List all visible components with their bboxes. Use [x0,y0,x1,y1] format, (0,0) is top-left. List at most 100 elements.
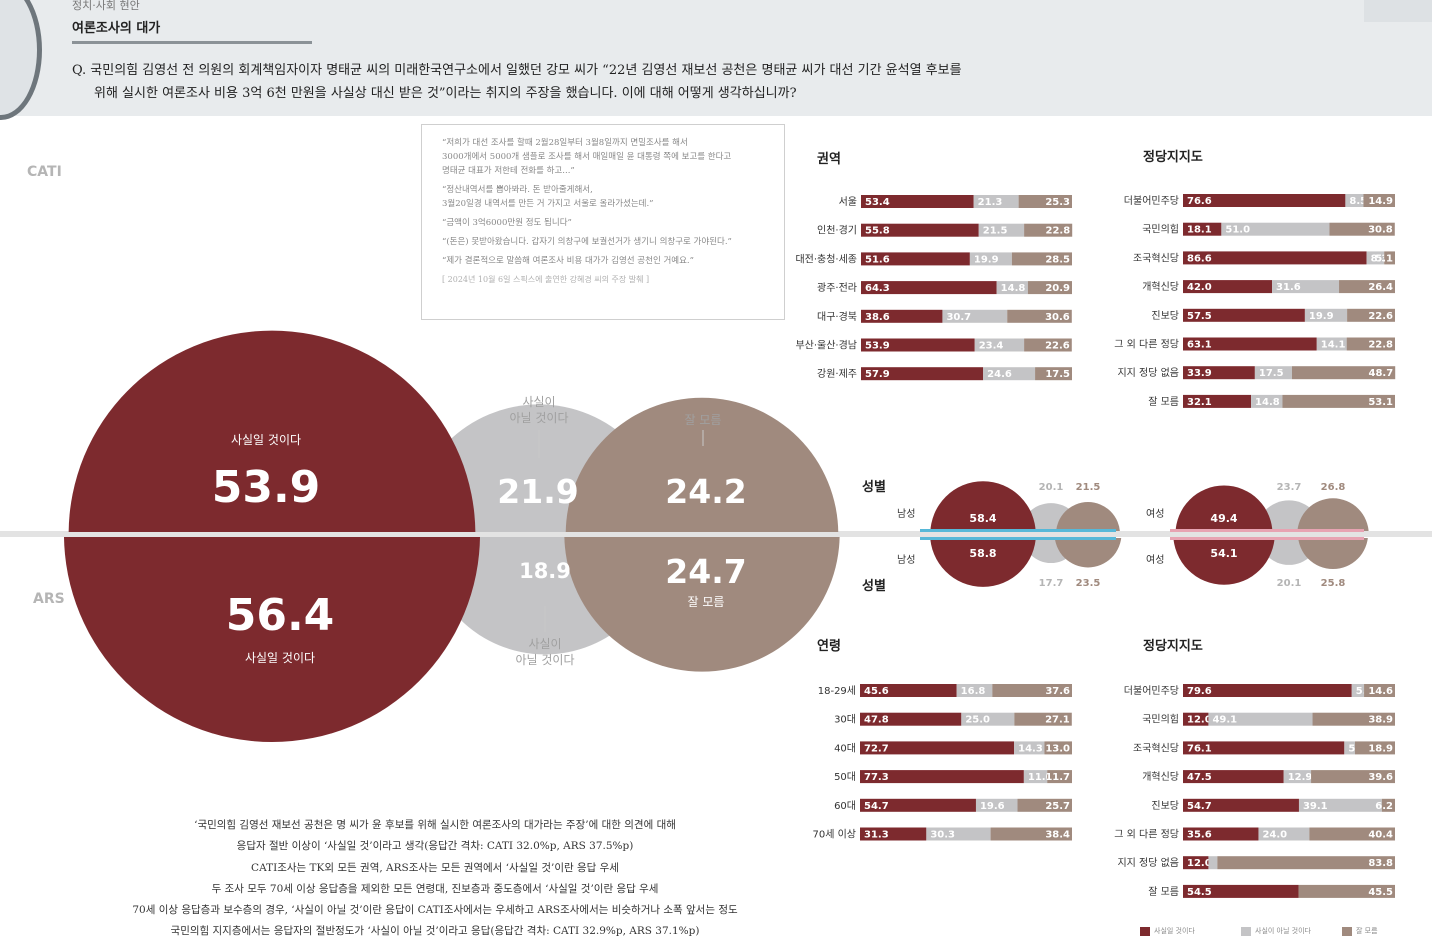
quote-line: “정산내역서를 뽑아봐라. 돈 받아줄게해서, 3월20일경 내역서를 만든 거… [442,185,654,209]
bar-segment [1304,308,1348,322]
gender-value-ars-no: 17.7 [1039,578,1064,589]
bar-category-label: 국민의힘 [1142,224,1179,236]
gender-divider-line [1170,537,1364,540]
gender-bubble-cati [1297,498,1369,531]
bar-value-label: 30.3 [930,830,955,841]
gender-title-cati: 성별 [862,479,886,495]
bar-segment [956,684,993,697]
bar-value-label: 33.9 [1187,368,1212,379]
header-band: 정치·사회 현안 여론조사의 대가 Q. 국민의힘 김영선 전 의원의 회계책임… [0,0,1432,120]
bar-value-label: 72.7 [864,743,889,754]
gender-bubble-ars [1054,538,1122,568]
bar-segment [1183,884,1299,898]
bar-value-label: 49.1 [1212,715,1237,726]
bar-value-label: 14.8 [1001,283,1026,294]
legend-swatch-dk [1342,926,1352,936]
bar-value-label: 39.1 [1303,801,1328,812]
bar-segment [1366,251,1385,265]
bar-value-label: 19.9 [974,254,999,265]
survey-divider-line [0,531,1432,537]
bar-chart-title: 연령 [817,639,841,654]
gender-value-cati-dk: 26.8 [1321,482,1346,493]
quote-line: “저희가 대선 조사를 할때 2월28일부터 3월8일까지 면밀조사를 해서 3… [442,138,732,176]
gender-value-ars-yes: 58.8 [969,547,996,560]
bar-value-label: 31.3 [864,830,889,841]
bubble-label-cati-no: 사실이 [522,395,555,409]
bar-category-label: 30대 [834,714,856,726]
bar-segment [1023,770,1048,784]
bar-category-label: 40대 [834,742,856,754]
bar-segment [1183,366,1255,380]
bar-segment [1035,367,1072,381]
bar-value-label: 77.3 [864,772,889,783]
bubble-label-cati-yes: 사실일 것이다 [231,433,301,447]
bar-value-label: 8.5 [1349,196,1367,207]
section-underline [72,41,312,44]
bar-segment [1183,798,1299,812]
bar-segment [861,223,979,237]
bar-category-label: 진보당 [1151,800,1179,812]
legend-label-no: 사실이 아닐 것이다 [1255,927,1311,935]
gender-bubble-ars [930,538,1036,587]
bar-value-label: 14.9 [1368,196,1393,207]
bar-category-label: 부산·울산·경남 [795,339,857,352]
bar-value-label: 27.1 [1045,715,1070,726]
quote-box: “저희가 대선 조사를 할때 2월28일부터 3월8일까지 면밀조사를 해서 3… [421,124,785,320]
bar-segment [1351,684,1365,697]
bar-value-label: 14.3 [1018,743,1043,754]
bar-value-label: 22.6 [1368,311,1393,322]
quote-source: [ 2024년 10월 6일 스픽스에 출연한 강혜경 씨의 주장 발췌 ] [442,275,650,284]
bar-segment [961,712,1015,726]
bubble-value-cati-yes: 53.9 [212,462,321,513]
bar-value-label: 35.6 [1187,830,1212,841]
bar-segment [860,712,962,726]
bar-segment [983,367,1036,381]
bar-category-label: 지지 정당 없음 [1117,366,1179,379]
bar-segment [1298,798,1382,812]
bar-segment [861,367,984,381]
bar-category-label: 그 외 다른 정당 [1114,339,1179,351]
bar-segment [1298,884,1395,898]
bar-chart-title: 권역 [817,151,841,167]
bar-segment [990,827,1072,841]
breadcrumb: 정치·사회 현안 [72,0,140,12]
bar-value-label: 47.8 [864,715,889,726]
bar-value-label: 12.0 [1187,858,1212,869]
bar-value-label: 55.8 [865,226,890,237]
bar-value-label: 48.7 [1369,368,1394,379]
bar-segment [1018,195,1072,208]
bar-value-label: 45.6 [864,686,889,697]
bar-value-label: 25.7 [1045,801,1070,812]
bubble-ars-2 [564,537,840,672]
bar-value-label: 30.7 [946,312,971,323]
bar-segment [1024,223,1073,237]
bar-segment [1381,798,1395,812]
gender-title-ars: 성별 [862,578,886,594]
bar-value-label: 51.6 [865,254,890,265]
gender-value-cati-yes: 49.4 [1210,512,1237,525]
bar-segment [1258,827,1310,841]
bar-segment [1183,394,1252,408]
bar-segment [1183,684,1352,697]
bar-segment [1017,798,1072,812]
legend-item-no: 사실이 아닐 것이다 [1241,926,1311,936]
bar-segment [1027,281,1072,295]
bar-value-label: 28.5 [1045,254,1070,265]
bar-segment [1208,712,1313,726]
bar-value-label: 54.7 [1187,801,1212,812]
bar-value-label: 22.6 [1045,341,1070,352]
bar-segment [1014,741,1045,755]
bar-value-label: 38.4 [1045,830,1070,841]
bar-value-label: 23.4 [979,341,1004,352]
bubble-value-ars-dk: 24.7 [665,552,746,591]
bar-value-label: 11.0 [1028,772,1053,783]
bar-value-label: 24.6 [987,369,1012,380]
bar-category-label: 더불어민주당 [1124,685,1179,697]
bar-value-label: 19.9 [1309,311,1334,322]
bubble-value-ars-no: 18.9 [519,559,571,583]
bar-category-label: 개혁신당 [1142,281,1179,293]
bar-segment [861,338,975,352]
bar-value-label: 63.1 [1187,340,1212,351]
gender-value-ars-dk: 25.8 [1321,578,1346,589]
bar-category-label: 잘 모름 [1148,396,1179,408]
